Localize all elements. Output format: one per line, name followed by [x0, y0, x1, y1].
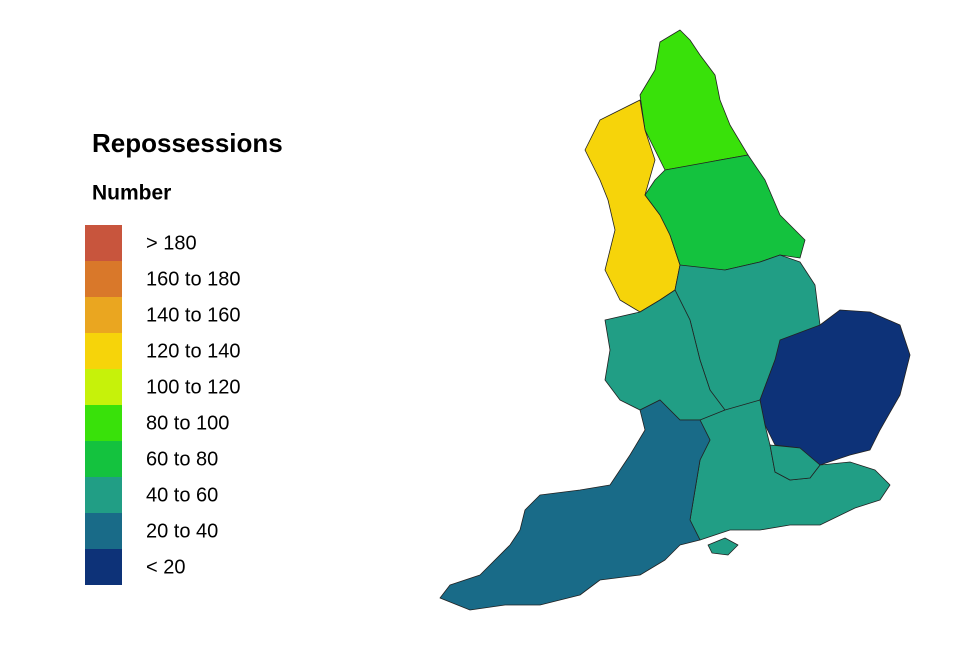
legend-swatch: [85, 369, 122, 405]
legend-label: 160 to 180: [146, 268, 241, 290]
legend-label: 120 to 140: [146, 340, 241, 362]
legend-swatch: [85, 405, 122, 441]
legend-label: 100 to 120: [146, 376, 241, 398]
legend-label: 20 to 40: [146, 520, 218, 542]
legend-swatch: [85, 333, 122, 369]
legend-swatch: [85, 261, 122, 297]
legend-swatch: [85, 441, 122, 477]
legend-title: Number: [92, 182, 171, 205]
region: [639, 29, 749, 171]
legend-label: 60 to 80: [146, 448, 218, 470]
region: [439, 399, 711, 611]
legend-swatch: [85, 513, 122, 549]
legend-swatch: [85, 477, 122, 513]
map-title: Repossessions: [92, 128, 283, 158]
legend-swatch: [85, 225, 122, 261]
legend-label: 140 to 160: [146, 304, 241, 326]
legend-label: 40 to 60: [146, 484, 218, 506]
legend-label: > 180: [146, 232, 197, 254]
legend-label: 80 to 100: [146, 412, 229, 434]
legend-swatch: [85, 297, 122, 333]
england-map: [439, 29, 911, 611]
region: [707, 537, 739, 556]
region: [769, 444, 821, 481]
legend: > 180 160 to 180 140 to 160 120 to 140 100 t…: [85, 225, 241, 585]
legend-label: < 20: [146, 556, 185, 578]
legend-swatch: [85, 549, 122, 585]
